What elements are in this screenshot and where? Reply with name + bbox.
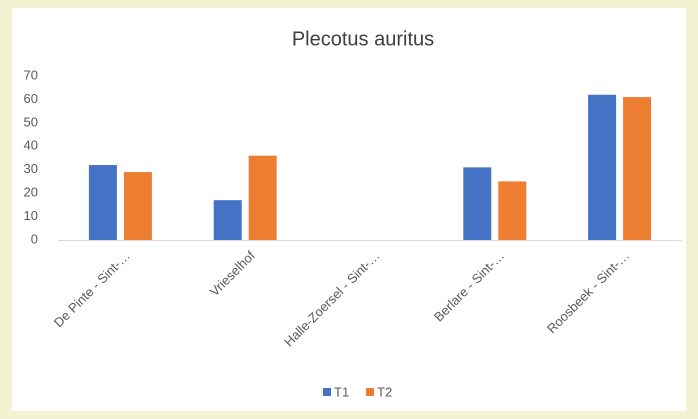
- chart-title: Plecotus auritus: [292, 28, 434, 50]
- y-tick-label: 20: [24, 185, 38, 200]
- legend-swatch: [323, 388, 331, 396]
- legend-label: T1: [334, 384, 349, 399]
- bar: [498, 181, 527, 240]
- bar: [213, 200, 242, 240]
- y-tick-label: 70: [24, 67, 38, 82]
- legend-swatch: [366, 388, 374, 396]
- bar: [123, 172, 152, 240]
- bar: [623, 97, 652, 240]
- bar: [248, 155, 277, 240]
- y-tick-label: 50: [24, 114, 38, 129]
- y-tick-label: 10: [24, 208, 38, 223]
- bar: [463, 167, 492, 240]
- y-tick-label: 0: [31, 231, 38, 246]
- bar: [88, 165, 117, 240]
- bar: [588, 94, 617, 240]
- y-tick-label: 60: [24, 91, 38, 106]
- legend-label: T2: [377, 384, 392, 399]
- y-tick-label: 40: [24, 138, 38, 153]
- y-tick-label: 30: [24, 161, 38, 176]
